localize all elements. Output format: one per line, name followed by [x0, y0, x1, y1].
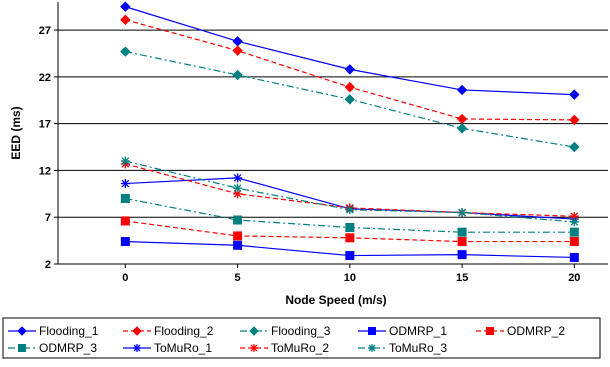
point-flooding-1-5 — [232, 36, 243, 47]
legend-marker-flooding-1 — [17, 326, 27, 336]
legend-label-odmrp-1: ODMRP_1 — [389, 324, 447, 338]
y-axis-title: EED (ms) — [9, 106, 23, 159]
legend-label-odmrp-3: ODMRP_3 — [39, 341, 97, 355]
point-flooding-2-20 — [569, 114, 580, 126]
series-line-flooding-1 — [125, 6, 575, 96]
gridlines — [58, 29, 608, 218]
legend-marker-odmrp-1 — [368, 327, 376, 335]
y-tick-label: 12 — [39, 165, 51, 177]
point-flooding-2-0 — [120, 14, 131, 25]
legend-label-odmrp-2: ODMRP_2 — [507, 324, 565, 338]
legend-marker-tomuro-1 — [133, 344, 141, 352]
point-flooding-3-10 — [344, 94, 356, 105]
series-tomuro-3 — [120, 156, 579, 227]
x-tick-label: 5 — [235, 272, 241, 284]
point-odmrp-2-10 — [345, 233, 355, 243]
legend-label-tomuro-1: ToMuRo_1 — [154, 341, 212, 355]
point-odmrp-1-20 — [569, 252, 579, 262]
point-tomuro-3-10 — [345, 205, 355, 215]
point-odmrp-1-0 — [120, 237, 130, 247]
point-odmrp-2-15 — [457, 237, 467, 247]
point-flooding-1-15 — [456, 84, 468, 96]
point-flooding-2-10 — [344, 81, 356, 93]
legend-item-odmrp-2: ODMRP_2 — [476, 324, 565, 338]
point-flooding-3-20 — [569, 141, 580, 153]
point-odmrp-1-10 — [345, 251, 355, 261]
legend-marker-flooding-2 — [132, 326, 142, 336]
y-tick-label: 22 — [39, 72, 51, 84]
legend-item-tomuro-2: ToMuRo_2 — [240, 341, 329, 355]
point-flooding-1-10 — [344, 64, 356, 75]
point-flooding-2-5 — [232, 45, 243, 56]
x-tick-label: 10 — [344, 272, 356, 284]
legend-marker-odmrp-3 — [18, 344, 26, 352]
point-flooding-2-15 — [456, 113, 468, 125]
point-odmrp-2-5 — [233, 231, 243, 241]
legend-label-flooding-2: Flooding_2 — [154, 324, 214, 338]
legend-item-flooding-2: Flooding_2 — [123, 324, 214, 338]
point-odmrp-1-5 — [233, 240, 243, 250]
point-tomuro-3-0 — [120, 156, 130, 166]
point-odmrp-3-20 — [569, 227, 579, 237]
point-odmrp-3-0 — [120, 194, 130, 203]
point-flooding-1-20 — [569, 89, 580, 100]
point-tomuro-3-15 — [457, 208, 467, 218]
x-tick-label: 20 — [568, 272, 580, 284]
point-flooding-3-15 — [456, 123, 468, 134]
point-tomuro-3-20 — [569, 217, 579, 227]
legend: Flooding_1 Flooding_2 Flooding_3 ODMRP_1 ODM… — [2, 317, 601, 359]
legend-marker-odmrp-2 — [486, 327, 494, 335]
y-tick-label: 27 — [39, 25, 51, 37]
point-tomuro-1-5 — [233, 173, 243, 183]
series-flooding-3 — [120, 46, 580, 153]
series-odmrp-2 — [120, 216, 579, 247]
legend-label-flooding-1: Flooding_1 — [39, 324, 99, 338]
point-odmrp-1-15 — [457, 250, 467, 260]
point-tomuro-3-5 — [233, 183, 243, 193]
point-odmrp-2-0 — [120, 216, 130, 226]
point-odmrp-3-10 — [345, 223, 355, 233]
y-tick-label: 2 — [45, 259, 51, 271]
series-flooding-1 — [120, 1, 580, 100]
legend-label-tomuro-2: ToMuRo_2 — [271, 341, 329, 355]
series-odmrp-1 — [120, 237, 579, 262]
series-odmrp-3 — [120, 194, 579, 237]
point-odmrp-2-20 — [569, 237, 579, 247]
y-tick-label: 17 — [39, 119, 51, 131]
legend-box — [2, 317, 601, 359]
point-odmrp-3-15 — [457, 227, 467, 237]
legend-label-flooding-3: Flooding_3 — [271, 324, 331, 338]
axis-labels: Node Speed (m/s) EED (ms) — [9, 106, 387, 307]
x-tick-label: 0 — [122, 272, 128, 284]
series-flooding-2 — [120, 14, 580, 126]
point-odmrp-3-5 — [233, 215, 243, 225]
point-flooding-3-5 — [232, 69, 243, 81]
legend-item-tomuro-3: ToMuRo_3 — [358, 341, 447, 355]
legend-marker-flooding-3 — [249, 326, 259, 336]
legend-item-flooding-3: Flooding_3 — [240, 324, 331, 338]
legend-marker-tomuro-3 — [368, 344, 376, 352]
series-lines — [120, 1, 580, 262]
point-flooding-3-0 — [120, 46, 131, 57]
legend-marker-tomuro-2 — [250, 344, 258, 352]
point-tomuro-1-0 — [120, 179, 130, 189]
x-tick-label: 15 — [456, 272, 468, 284]
y-tick-label: 7 — [45, 212, 51, 224]
x-axis-title: Node Speed (m/s) — [285, 293, 386, 307]
legend-item-odmrp-1: ODMRP_1 — [358, 324, 447, 338]
series-line-tomuro-2 — [125, 163, 575, 217]
point-flooding-1-0 — [120, 1, 131, 12]
legend-item-tomuro-1: ToMuRo_1 — [123, 341, 212, 355]
legend-label-tomuro-3: ToMuRo_3 — [389, 341, 447, 355]
legend-item-flooding-1: Flooding_1 — [8, 324, 99, 338]
legend-item-odmrp-3: ODMRP_3 — [8, 341, 97, 355]
